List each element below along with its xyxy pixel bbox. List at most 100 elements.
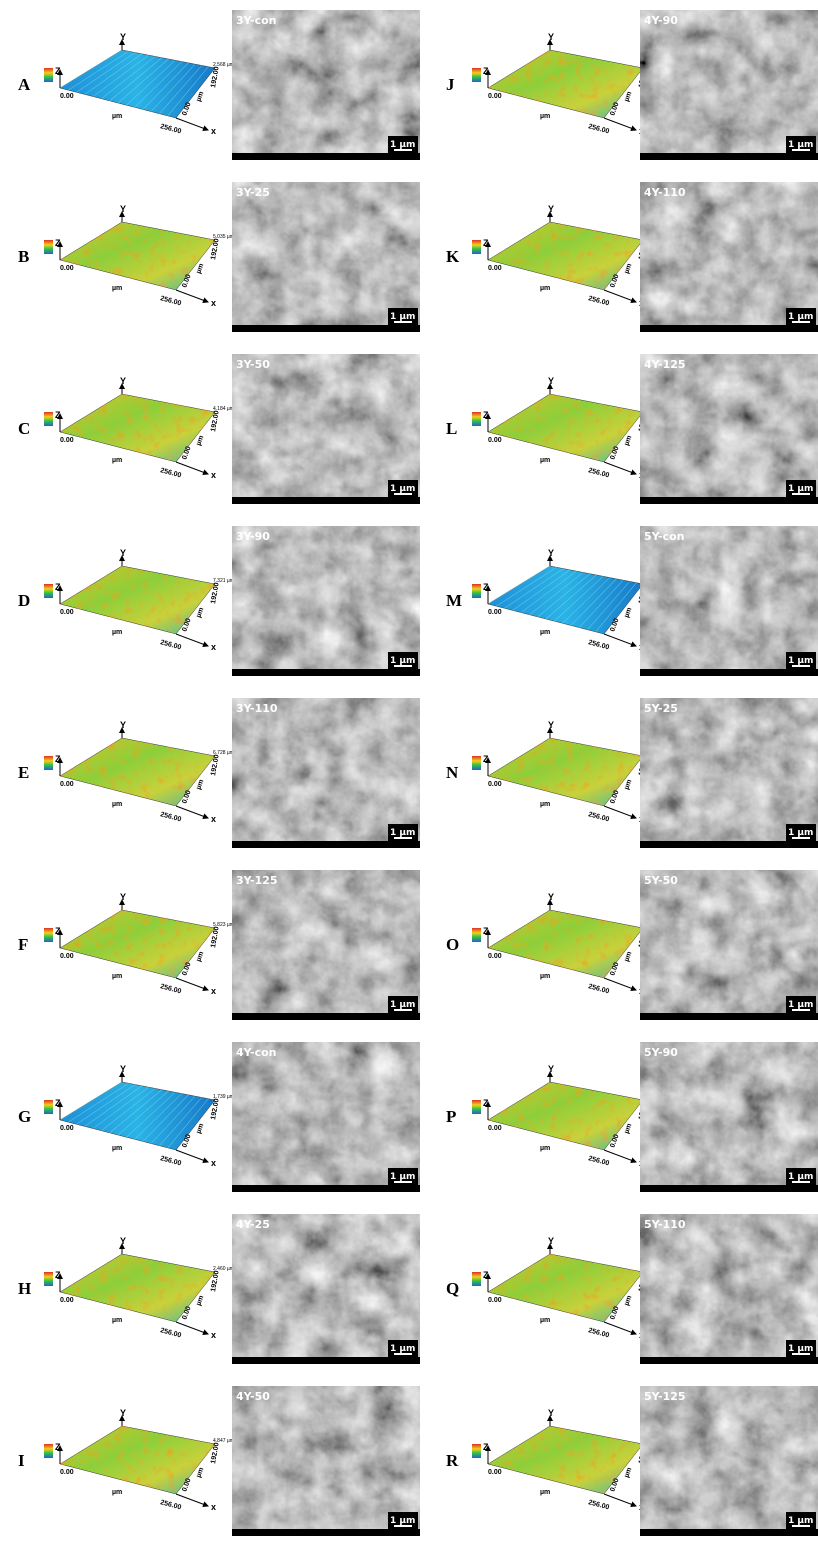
y-unit: µm — [195, 607, 205, 619]
sample-label: 5Y-con — [644, 530, 684, 543]
scale-bar-label: 1 µm — [390, 484, 415, 494]
y-label: Y — [548, 892, 554, 902]
color-bar — [44, 584, 53, 598]
y-label: Y — [120, 1408, 126, 1418]
z-label: Z — [483, 238, 489, 248]
y-label: Y — [548, 720, 554, 730]
scale-bar — [394, 1181, 412, 1183]
sample-label: 3Y-110 — [236, 702, 278, 715]
x-max: 256.00 — [159, 295, 182, 307]
z-label: Z — [483, 66, 489, 76]
x-max: 256.00 — [587, 1499, 610, 1511]
y-label: Y — [120, 32, 126, 42]
sample-label: 4Y-con — [236, 1046, 276, 1059]
sample-label: 4Y-25 — [236, 1218, 270, 1231]
sample-label: 3Y-90 — [236, 530, 270, 543]
height-label: 5.035 µm — [213, 234, 234, 240]
height-label: 2.568 µm — [213, 62, 234, 68]
x-max: 256.00 — [587, 467, 610, 479]
scale-bar — [792, 493, 810, 495]
surface — [488, 1426, 643, 1494]
sem-info-bar — [232, 1357, 420, 1364]
surface — [488, 738, 643, 806]
scale-bar-label: 1 µm — [390, 140, 415, 150]
surface — [60, 1254, 215, 1322]
x-unit: µm — [112, 973, 122, 980]
panel: GZYx0.00µm256.000.00µm192.001.739 µm4Y-c… — [18, 1042, 420, 1192]
scale-bar-label: 1 µm — [788, 1516, 813, 1526]
sem-info-bar — [232, 669, 420, 676]
color-bar — [472, 1272, 481, 1286]
x-max: 256.00 — [587, 123, 610, 135]
sem-info-bar — [640, 669, 818, 676]
y-unit: µm — [623, 1295, 633, 1307]
z-label: Z — [55, 66, 61, 76]
y-label: Y — [548, 1408, 554, 1418]
x-max: 256.00 — [159, 467, 182, 479]
x-unit: µm — [112, 457, 122, 464]
z-label: Z — [55, 1098, 61, 1108]
y-label: Y — [548, 32, 554, 42]
surface — [60, 1082, 215, 1150]
sem-info-bar — [640, 1357, 818, 1364]
color-bar — [44, 1272, 53, 1286]
z-label: Z — [483, 1442, 489, 1452]
y-unit: µm — [623, 435, 633, 447]
sem-info-bar — [232, 1529, 420, 1536]
sample-label: 4Y-110 — [644, 186, 686, 199]
y-label: Y — [120, 204, 126, 214]
color-bar — [472, 240, 481, 254]
x-max: 256.00 — [159, 639, 182, 651]
surface — [488, 566, 643, 634]
sem-info-bar — [640, 153, 818, 160]
z-label: Z — [483, 582, 489, 592]
height-label: 4.847 µm — [213, 1438, 234, 1444]
surface — [60, 50, 215, 118]
origin-label: 0.00 — [488, 265, 502, 272]
y-unit: µm — [195, 779, 205, 791]
scale-bar — [394, 837, 412, 839]
scale-bar-label: 1 µm — [788, 484, 813, 494]
x-max: 256.00 — [159, 123, 182, 135]
y-unit: µm — [623, 263, 633, 275]
z-label: Z — [55, 582, 61, 592]
y-unit: µm — [195, 1295, 205, 1307]
scale-bar — [792, 1525, 810, 1527]
sample-label: 3Y-50 — [236, 358, 270, 371]
y-label: Y — [548, 1236, 554, 1246]
panel: NZYx0.00µm256.000.00µm192.004.097 µm5Y-2… — [446, 698, 818, 848]
y-unit: µm — [195, 1123, 205, 1135]
y-unit: µm — [623, 91, 633, 103]
panel: EZYx0.00µm256.000.00µm192.006.728 µm3Y-1… — [18, 698, 420, 848]
x-label: x — [211, 1330, 216, 1340]
scale-bar-label: 1 µm — [390, 1344, 415, 1354]
sem-info-bar — [232, 497, 420, 504]
sample-label: 5Y-110 — [644, 1218, 686, 1231]
x-unit: µm — [112, 1145, 122, 1152]
origin-label: 0.00 — [60, 1297, 74, 1304]
scale-bar-label: 1 µm — [788, 140, 813, 150]
color-bar — [44, 1444, 53, 1458]
scale-bar — [792, 149, 810, 151]
x-unit: µm — [112, 801, 122, 808]
scale-bar-label: 1 µm — [788, 312, 813, 322]
scale-bar — [394, 493, 412, 495]
panel-letter: L — [446, 419, 457, 438]
scale-bar-label: 1 µm — [788, 828, 813, 838]
scale-bar-label: 1 µm — [390, 1000, 415, 1010]
scale-bar — [394, 1009, 412, 1011]
y-label: Y — [120, 892, 126, 902]
scale-bar — [792, 1181, 810, 1183]
scale-bar-label: 1 µm — [390, 656, 415, 666]
panel: OZYx0.00µm256.000.00µm192.005.422 µm5Y-5… — [446, 870, 818, 1020]
panel: JZYx0.00µm256.000.00µm192.008.441 µm4Y-9… — [446, 10, 818, 160]
panel: FZYx0.00µm256.000.00µm192.005.823 µm3Y-1… — [18, 870, 420, 1020]
sem-info-bar — [640, 1013, 818, 1020]
origin-label: 0.00 — [60, 953, 74, 960]
scale-bar — [792, 837, 810, 839]
panel-letter: P — [446, 1107, 456, 1126]
color-bar — [44, 68, 53, 82]
panel-letter: B — [18, 247, 29, 266]
